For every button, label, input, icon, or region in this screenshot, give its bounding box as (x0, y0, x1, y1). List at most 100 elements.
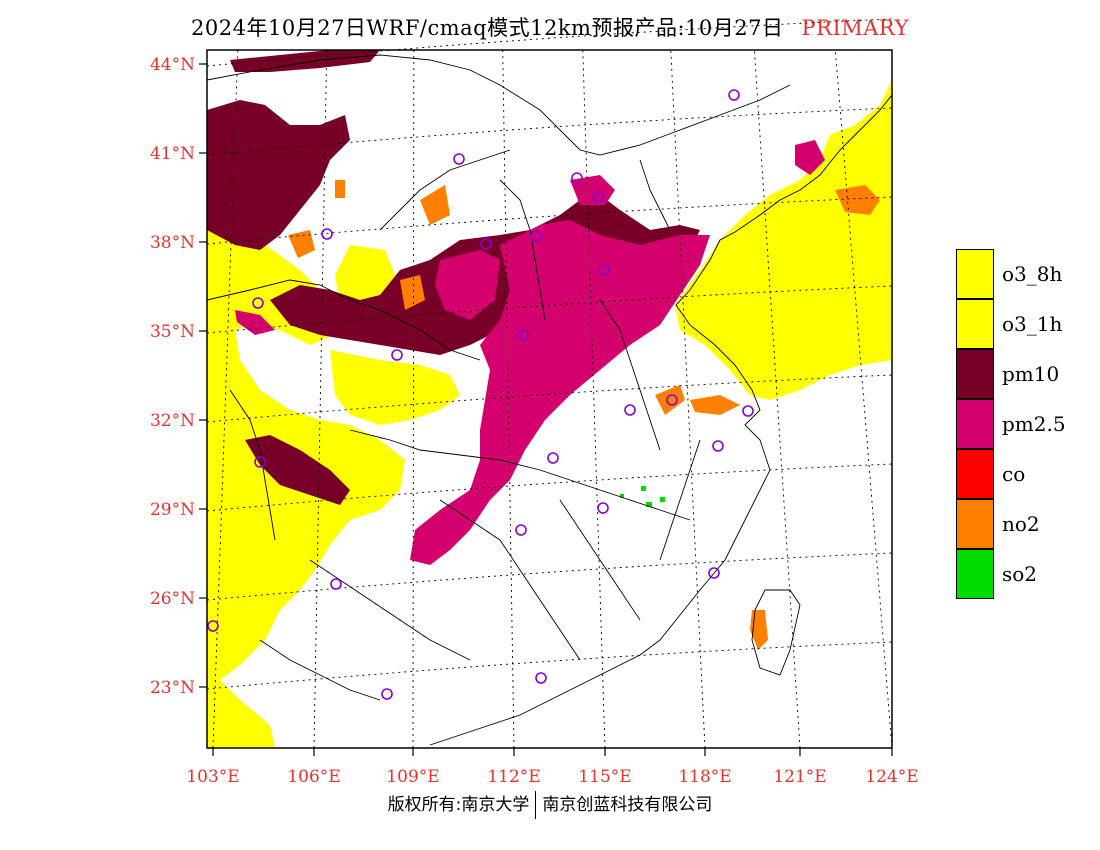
station-marker (252, 297, 264, 309)
station-marker (598, 264, 610, 276)
lat-label: 38°N (150, 233, 195, 253)
border-province-2 (349, 429, 691, 521)
footer-separator (535, 791, 537, 819)
graticule-parallel (206, 196, 893, 245)
footer-company: 南京创蓝科技有限公司 (542, 795, 713, 815)
region-pm25-main (410, 220, 710, 565)
border-province-11 (379, 149, 511, 231)
lon-label: 124°E (865, 767, 918, 787)
graticule-meridian (502, 49, 515, 749)
legend-item: pm2.5 (956, 399, 1100, 449)
legend-item: pm10 (956, 349, 1100, 399)
station-marker (547, 452, 559, 464)
legend-item: o3_1h (956, 299, 1100, 349)
station-marker (742, 405, 754, 417)
lat-label: 29°N (150, 500, 195, 520)
graticule-meridian (412, 49, 415, 749)
graticule-meridian (313, 49, 328, 749)
station-marker (515, 524, 527, 536)
station-markers (207, 89, 754, 700)
legend-swatch (956, 399, 994, 449)
lon-label: 115°E (578, 767, 631, 787)
station-marker (728, 89, 740, 101)
lon-label: 118°E (678, 767, 731, 787)
lat-label: 44°N (150, 55, 195, 75)
station-marker (330, 578, 342, 590)
coastline (429, 94, 892, 746)
graticule-meridian (753, 49, 801, 749)
region-no2-taiwan (750, 610, 768, 650)
graticule-parallel (206, 107, 893, 156)
legend-swatch (956, 249, 994, 299)
title-main: 2024年10月27日WRF/cmaq模式12km预报产品:10月27日 (191, 16, 784, 40)
border-province-9 (659, 439, 701, 561)
region-no2-lanzhou (288, 230, 315, 258)
graticule-parallel (206, 18, 893, 67)
region-so2-3 (660, 497, 665, 502)
station-marker (592, 191, 604, 203)
station-marker (517, 329, 529, 341)
region-no2-taiyuan (400, 275, 425, 310)
taiwan-coast (751, 589, 801, 676)
region-pm25-west (235, 310, 275, 335)
station-marker (391, 349, 403, 361)
legend-label: pm10 (1002, 362, 1060, 386)
border-province-1 (207, 279, 481, 361)
border-province-4 (499, 179, 546, 321)
station-marker (453, 153, 465, 165)
legend-label: o3_1h (1002, 312, 1063, 336)
lon-label: 109°E (386, 767, 439, 787)
title-tag: PRIMARY (801, 16, 909, 40)
graticule (206, 18, 893, 749)
legend-swatch (956, 449, 994, 499)
chart-title: 2024年10月27日WRF/cmaq模式12km预报产品:10月27日 PRIM… (0, 12, 1100, 42)
station-marker (535, 672, 547, 684)
border-province-8 (559, 499, 641, 621)
region-pm25-liaoning (795, 140, 825, 175)
legend-swatch (956, 499, 994, 549)
footer: 版权所有:南京大学 南京创蓝科技有限公司 (0, 790, 1100, 819)
graticule-meridian (834, 49, 893, 749)
graticule-parallel (206, 285, 893, 334)
station-marker (321, 228, 333, 240)
legend-item: so2 (956, 549, 1100, 599)
legend-swatch (956, 299, 994, 349)
station-marker (480, 238, 492, 250)
lon-label: 121°E (773, 767, 826, 787)
footer-copyright: 版权所有:南京大学 (387, 795, 530, 815)
legend: o3_8h o3_1h pm10 pm2.5 co no2 so2 (956, 249, 1100, 599)
lat-label: 35°N (150, 322, 195, 342)
lon-label: 106°E (287, 767, 340, 787)
lat-label: 41°N (150, 144, 195, 164)
border-province-5 (599, 299, 661, 451)
border-national-north (207, 54, 791, 156)
station-marker (708, 567, 720, 579)
lat-label: 26°N (150, 589, 195, 609)
graticule-meridian (582, 49, 606, 749)
lat-label: 23°N (150, 678, 195, 698)
region-pm10-sichuan (245, 435, 350, 505)
legend-item: co (956, 449, 1100, 499)
graticule-parallel (206, 552, 893, 601)
region-no2-dalian (835, 185, 880, 215)
border-province-7 (259, 639, 381, 701)
station-marker (597, 502, 609, 514)
station-marker (666, 394, 678, 406)
station-marker (207, 620, 219, 632)
border-province-12 (639, 159, 671, 231)
region-no2-hefei (655, 385, 685, 415)
graticule-parallel (206, 463, 893, 512)
region-o3-central-west (330, 350, 460, 425)
station-marker (712, 440, 724, 452)
station-marker (571, 172, 583, 184)
lat-label: 32°N (150, 411, 195, 431)
border-province-6 (309, 559, 471, 661)
legend-item: o3_8h (956, 249, 1100, 299)
station-marker (530, 230, 542, 242)
region-no2-hohhot (420, 185, 450, 225)
boundaries (207, 54, 892, 746)
lon-label: 103°E (186, 767, 239, 787)
lon-label: 112°E (487, 767, 540, 787)
station-marker (624, 404, 636, 416)
